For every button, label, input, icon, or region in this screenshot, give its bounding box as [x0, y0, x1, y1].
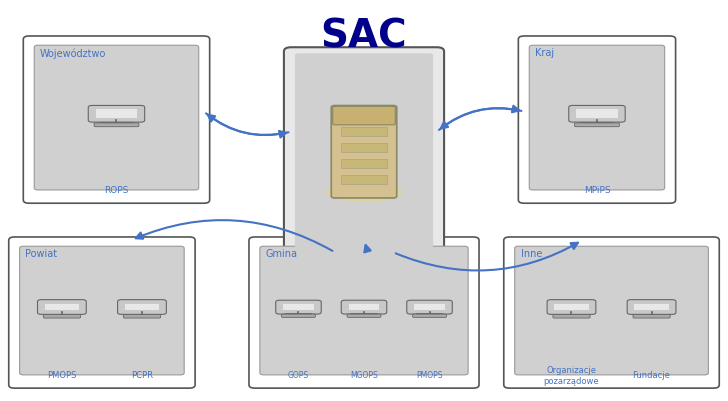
- FancyBboxPatch shape: [341, 176, 387, 184]
- FancyBboxPatch shape: [34, 46, 199, 190]
- FancyBboxPatch shape: [276, 300, 321, 314]
- Text: GOPS: GOPS: [288, 371, 309, 379]
- FancyBboxPatch shape: [331, 106, 397, 198]
- Text: Województwo: Województwo: [40, 48, 106, 59]
- FancyBboxPatch shape: [504, 237, 719, 388]
- FancyBboxPatch shape: [407, 300, 452, 314]
- FancyBboxPatch shape: [333, 107, 395, 126]
- FancyBboxPatch shape: [45, 304, 79, 310]
- FancyBboxPatch shape: [341, 144, 387, 152]
- FancyBboxPatch shape: [94, 124, 139, 128]
- FancyBboxPatch shape: [341, 128, 387, 136]
- FancyBboxPatch shape: [347, 314, 381, 318]
- Text: Kraj: Kraj: [535, 48, 554, 58]
- FancyBboxPatch shape: [569, 106, 625, 123]
- FancyBboxPatch shape: [341, 300, 387, 314]
- FancyBboxPatch shape: [249, 237, 479, 388]
- FancyBboxPatch shape: [349, 304, 379, 310]
- FancyBboxPatch shape: [260, 247, 468, 375]
- FancyBboxPatch shape: [576, 110, 618, 119]
- FancyBboxPatch shape: [88, 106, 145, 123]
- Text: Fundacje: Fundacje: [633, 371, 670, 379]
- Text: PCPR: PCPR: [131, 371, 153, 379]
- FancyBboxPatch shape: [529, 46, 665, 190]
- Text: ROPS: ROPS: [104, 186, 129, 195]
- Text: MPiPS: MPiPS: [584, 186, 610, 195]
- FancyBboxPatch shape: [627, 300, 676, 314]
- FancyBboxPatch shape: [574, 124, 620, 128]
- FancyBboxPatch shape: [282, 314, 315, 318]
- FancyBboxPatch shape: [515, 247, 708, 375]
- Ellipse shape: [326, 182, 402, 203]
- FancyBboxPatch shape: [634, 304, 668, 310]
- FancyBboxPatch shape: [295, 54, 433, 251]
- FancyBboxPatch shape: [44, 315, 81, 318]
- FancyBboxPatch shape: [38, 300, 87, 314]
- FancyBboxPatch shape: [553, 315, 590, 318]
- FancyBboxPatch shape: [9, 237, 195, 388]
- Text: Organizacje
pozarządowe: Organizacje pozarządowe: [544, 365, 599, 385]
- FancyBboxPatch shape: [284, 48, 444, 257]
- FancyBboxPatch shape: [547, 300, 596, 314]
- Text: Powiat: Powiat: [25, 249, 58, 259]
- Text: PMOPS: PMOPS: [47, 371, 76, 379]
- FancyBboxPatch shape: [554, 304, 588, 310]
- FancyBboxPatch shape: [23, 37, 210, 204]
- FancyBboxPatch shape: [633, 315, 670, 318]
- FancyBboxPatch shape: [283, 304, 314, 310]
- FancyBboxPatch shape: [518, 37, 676, 204]
- FancyBboxPatch shape: [125, 304, 159, 310]
- Text: Gmina: Gmina: [266, 249, 298, 259]
- FancyBboxPatch shape: [95, 110, 138, 119]
- FancyBboxPatch shape: [414, 304, 445, 310]
- Text: SAC: SAC: [321, 17, 407, 55]
- Text: MGOPS: MGOPS: [350, 371, 378, 379]
- FancyBboxPatch shape: [413, 314, 446, 318]
- FancyBboxPatch shape: [118, 300, 166, 314]
- Text: Inne: Inne: [521, 249, 542, 259]
- FancyBboxPatch shape: [341, 160, 387, 168]
- FancyBboxPatch shape: [123, 315, 160, 318]
- Text: PMOPS: PMOPS: [416, 371, 443, 379]
- FancyBboxPatch shape: [20, 247, 184, 375]
